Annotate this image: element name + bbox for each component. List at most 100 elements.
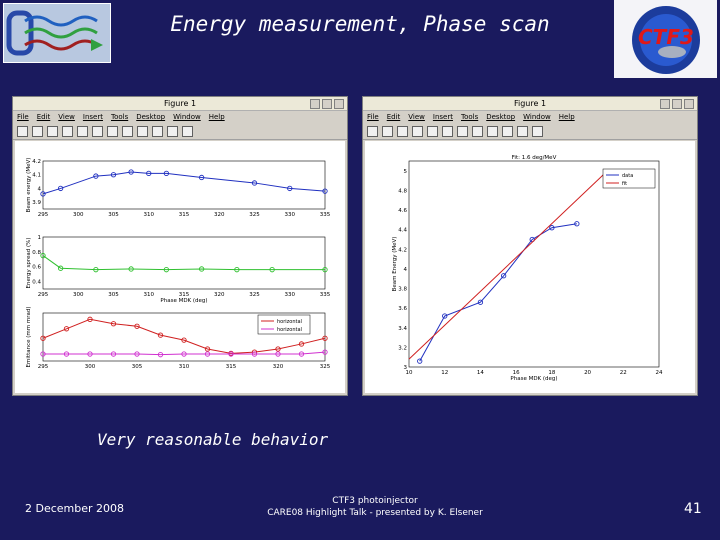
menu-desktop[interactable]: Desktop [136, 113, 166, 121]
x-tick-label: 310 [144, 212, 155, 218]
series-line [419, 223, 577, 362]
zoom-out-icon[interactable] [107, 125, 118, 137]
legend-label: data [622, 173, 633, 179]
menu-edit[interactable]: Edit [386, 113, 401, 121]
figure-titlebar: Figure 1 [363, 97, 697, 111]
print-icon[interactable] [412, 125, 423, 137]
plot-area-left: 295 300 305 310 315 320 325 330 335 4.2 4.1 4 3.9 Bea… [15, 141, 345, 393]
x-tick-label: 335 [320, 292, 331, 298]
zoom-out-icon[interactable] [457, 125, 468, 137]
menu-insert[interactable]: Insert [432, 113, 453, 121]
y-tick-label: 1 [38, 235, 42, 241]
figure-window-left: Figure 1 File Edit View Insert Tools Des… [12, 96, 348, 396]
figure-menubar: File Edit View Insert Tools Desktop Wind… [13, 111, 347, 123]
save-icon[interactable] [47, 125, 58, 137]
data-point [157, 332, 164, 338]
legend-icon[interactable] [532, 125, 543, 137]
pan-icon[interactable] [472, 125, 483, 137]
data-point [146, 170, 152, 176]
new-figure-icon[interactable] [367, 125, 378, 137]
data-point [322, 188, 328, 194]
x-axis-label: Phase MDK (deg) [510, 376, 557, 382]
menu-tools[interactable]: Tools [460, 113, 479, 121]
ctf3-logo-text: CTF3 [638, 25, 694, 49]
chart-title: Fit: 1.6 deg/MeV [512, 155, 557, 161]
legend-icon[interactable] [182, 125, 193, 137]
data-point [417, 358, 423, 364]
pointer-icon[interactable] [427, 125, 438, 137]
data-point [198, 266, 205, 272]
footer-date: 2 December 2008 [25, 502, 125, 515]
x-tick-label: 305 [132, 364, 143, 370]
y-tick-label: 0.4 [32, 280, 41, 286]
x-tick-label: 330 [285, 212, 296, 218]
menu-view[interactable]: View [408, 113, 425, 121]
close-button[interactable] [684, 99, 694, 109]
data-cursor-icon[interactable] [152, 125, 163, 137]
ctf-logo [3, 3, 111, 63]
data-point [157, 352, 164, 358]
x-tick-label: 305 [108, 292, 119, 298]
rotate-icon[interactable] [137, 125, 148, 137]
plot-svg-left: 295 300 305 310 315 320 325 330 335 4.2 4.1 4 3.9Bea… [26, 158, 331, 370]
menu-edit[interactable]: Edit [36, 113, 51, 121]
data-point [63, 326, 70, 332]
footer-line-2: CARE08 Highlight Talk - presented by K. … [267, 508, 483, 518]
close-button[interactable] [334, 99, 344, 109]
minimize-button[interactable] [310, 99, 320, 109]
menu-file[interactable]: File [17, 113, 29, 121]
footer-center: CTF3 photoinjector CARE08 Highlight Talk… [230, 495, 520, 519]
data-cursor-icon[interactable] [502, 125, 513, 137]
print-icon[interactable] [62, 125, 73, 137]
menu-file[interactable]: File [367, 113, 379, 121]
y-tick-label: 3.6 [398, 306, 407, 312]
pointer-icon[interactable] [77, 125, 88, 137]
menu-help[interactable]: Help [558, 113, 575, 121]
open-file-icon[interactable] [32, 125, 43, 137]
menu-insert[interactable]: Insert [82, 113, 103, 121]
colorbar-icon[interactable] [167, 125, 178, 137]
x-tick-label: 300 [85, 364, 96, 370]
menu-desktop[interactable]: Desktop [486, 113, 516, 121]
figure-title: Figure 1 [163, 99, 197, 108]
x-tick-label: 310 [144, 292, 155, 298]
x-tick-label: 315 [179, 292, 190, 298]
plot-svg-right: 10 12 14 16 18 20 22 24 5 4.8 4.6 4.4 4.2 4 3.8 3.6 3.4 3… [392, 155, 663, 382]
pan-icon[interactable] [122, 125, 133, 137]
data-point [251, 351, 258, 357]
data-point [134, 351, 140, 357]
zoom-in-icon[interactable] [92, 125, 103, 137]
data-point [128, 169, 134, 175]
data-point [57, 185, 64, 192]
colorbar-icon[interactable] [517, 125, 528, 137]
maximize-button[interactable] [322, 99, 332, 109]
ctf3-logo: CTF3 [614, 0, 717, 78]
save-icon[interactable] [397, 125, 408, 137]
rotate-icon[interactable] [487, 125, 498, 137]
menu-window[interactable]: Window [523, 113, 551, 121]
data-point [477, 299, 484, 305]
new-figure-icon[interactable] [17, 125, 28, 137]
zoom-in-icon[interactable] [442, 125, 453, 137]
footer-line-1: CTF3 photoinjector [332, 496, 418, 506]
minimize-button[interactable] [660, 99, 670, 109]
menu-window[interactable]: Window [173, 113, 201, 121]
x-tick-label: 325 [320, 364, 331, 370]
x-tick-label: 300 [73, 292, 84, 298]
open-file-icon[interactable] [382, 125, 393, 137]
data-point [442, 313, 448, 319]
menu-tools[interactable]: Tools [110, 113, 129, 121]
series-line [42, 255, 325, 271]
menu-help[interactable]: Help [208, 113, 225, 121]
data-point [322, 349, 328, 355]
slide-title: Energy measurement, Phase scan [170, 12, 550, 36]
maximize-button[interactable] [672, 99, 682, 109]
menu-view[interactable]: View [58, 113, 75, 121]
figure-titlebar: Figure 1 [13, 97, 347, 111]
y-tick-label: 4 [38, 186, 42, 192]
data-point [40, 252, 46, 259]
x-tick-label: 315 [179, 212, 190, 218]
data-point [40, 351, 46, 357]
x-tick-label: 310 [179, 364, 190, 370]
data-point [134, 323, 140, 329]
